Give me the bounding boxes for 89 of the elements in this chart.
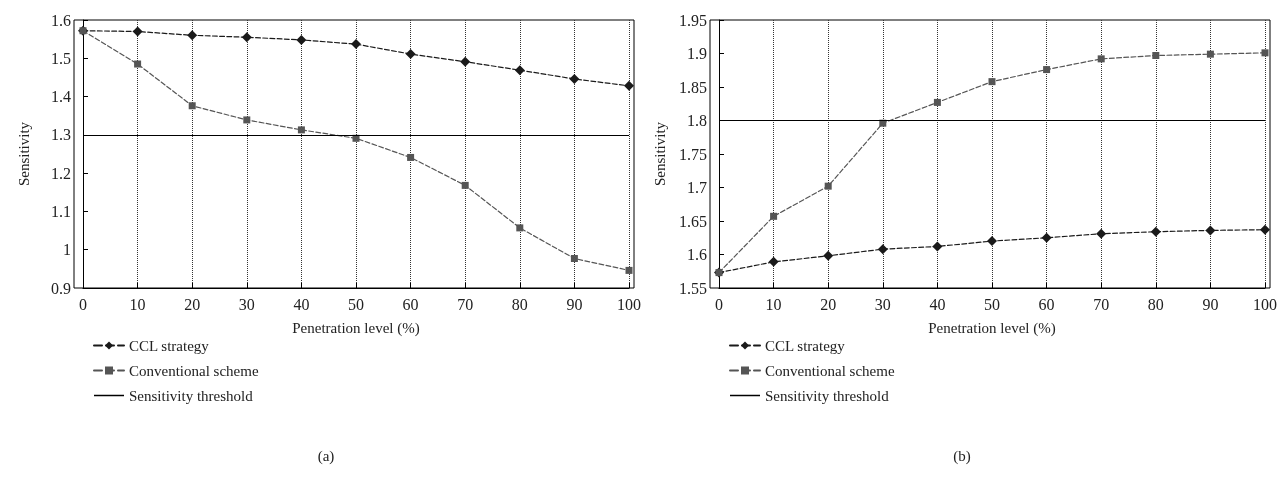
point [351,39,361,50]
point [1206,50,1214,58]
point [461,181,469,189]
y-tick-label: 1.1 [51,202,71,220]
x-tick-label: 20 [184,295,201,313]
x-tick-label: 100 [617,295,641,313]
point [516,224,524,232]
y-tick-label: 1.4 [51,88,71,106]
x-tick-label: 80 [511,295,528,313]
y-axis-title: Sensitivity [15,121,32,187]
y-tick-label: 1.2 [51,164,71,182]
y-tick-label: 0.9 [51,279,71,297]
x-tick-label: 40 [293,295,310,313]
point [1150,226,1161,237]
point [134,60,142,68]
point [1096,228,1107,239]
legend-label: Sensitivity threshold [129,387,254,404]
text: (a) [317,447,335,465]
point [824,182,832,190]
point [297,126,305,134]
point [624,80,634,91]
y-tick-label: 1.7 [687,179,707,196]
x-tick-label: 50 [984,295,1000,313]
legend-label: Conventional scheme [129,362,259,379]
x-tick-label: 30 [874,295,891,313]
point [1260,224,1270,235]
x-tick-label: 80 [1147,295,1164,313]
x-tick-label: 30 [238,295,255,313]
point [1041,232,1052,243]
x-tick-label: 100 [1253,295,1277,313]
point [1205,225,1216,236]
y-tick-label: 1.5 [51,49,71,67]
x-tick-label: 90 [566,295,583,313]
x-tick-label: 10 [129,295,146,313]
x-axis-title: Penetration level (%) [928,319,1056,337]
text: (b) [953,447,971,465]
x-tick-label: 40 [929,295,946,313]
x-tick-label: 10 [765,295,782,313]
y-tick-label: 1.75 [679,145,707,163]
point [132,26,143,37]
point [988,78,996,86]
x-tick-label: 70 [457,295,474,313]
point [407,153,415,161]
point [569,73,580,84]
x-tick-label: 20 [820,295,837,313]
point [1097,55,1105,63]
x-tick-label: 0 [79,295,87,313]
point [514,65,525,76]
point [987,236,997,247]
point [570,255,578,263]
point [770,212,778,220]
point [460,56,471,67]
x-tick-label: 50 [348,295,364,313]
point [625,266,633,274]
y-tick-label: 1.85 [679,78,707,96]
legend-label: CCL strategy [765,337,846,354]
y-axis-title: Sensitivity [651,121,668,187]
legend-label: Sensitivity threshold [765,387,890,404]
point [1261,49,1269,57]
x-axis-title: Penetration level (%) [292,319,420,337]
point [877,244,888,255]
x-tick-label: 60 [402,295,419,313]
point [768,256,779,267]
point [243,116,251,124]
point [187,30,198,41]
y-tick-label: 1 [63,241,71,259]
y-tick-label: 1.55 [679,279,707,297]
point [932,241,943,252]
y-tick-label: 1.9 [687,45,707,62]
y-tick-label: 1.3 [51,126,71,144]
legend-label: Conventional scheme [765,362,895,379]
y-tick-label: 1.6 [687,246,707,263]
point [1152,52,1160,60]
point [933,98,941,106]
point [1043,66,1051,74]
y-tick-label: 1.6 [51,11,71,29]
legend-label: CCL strategy [129,337,210,354]
point [188,102,196,110]
y-tick-label: 1.65 [679,212,707,230]
x-tick-label: 60 [1038,295,1055,313]
y-tick-label: 1.95 [679,11,707,29]
point [241,32,252,43]
x-tick-label: 70 [1093,295,1110,313]
point [296,34,307,45]
x-tick-label: 0 [715,295,723,313]
x-tick-label: 90 [1202,295,1219,313]
y-tick-label: 1.8 [687,112,707,129]
point [823,250,834,261]
point [405,49,416,60]
